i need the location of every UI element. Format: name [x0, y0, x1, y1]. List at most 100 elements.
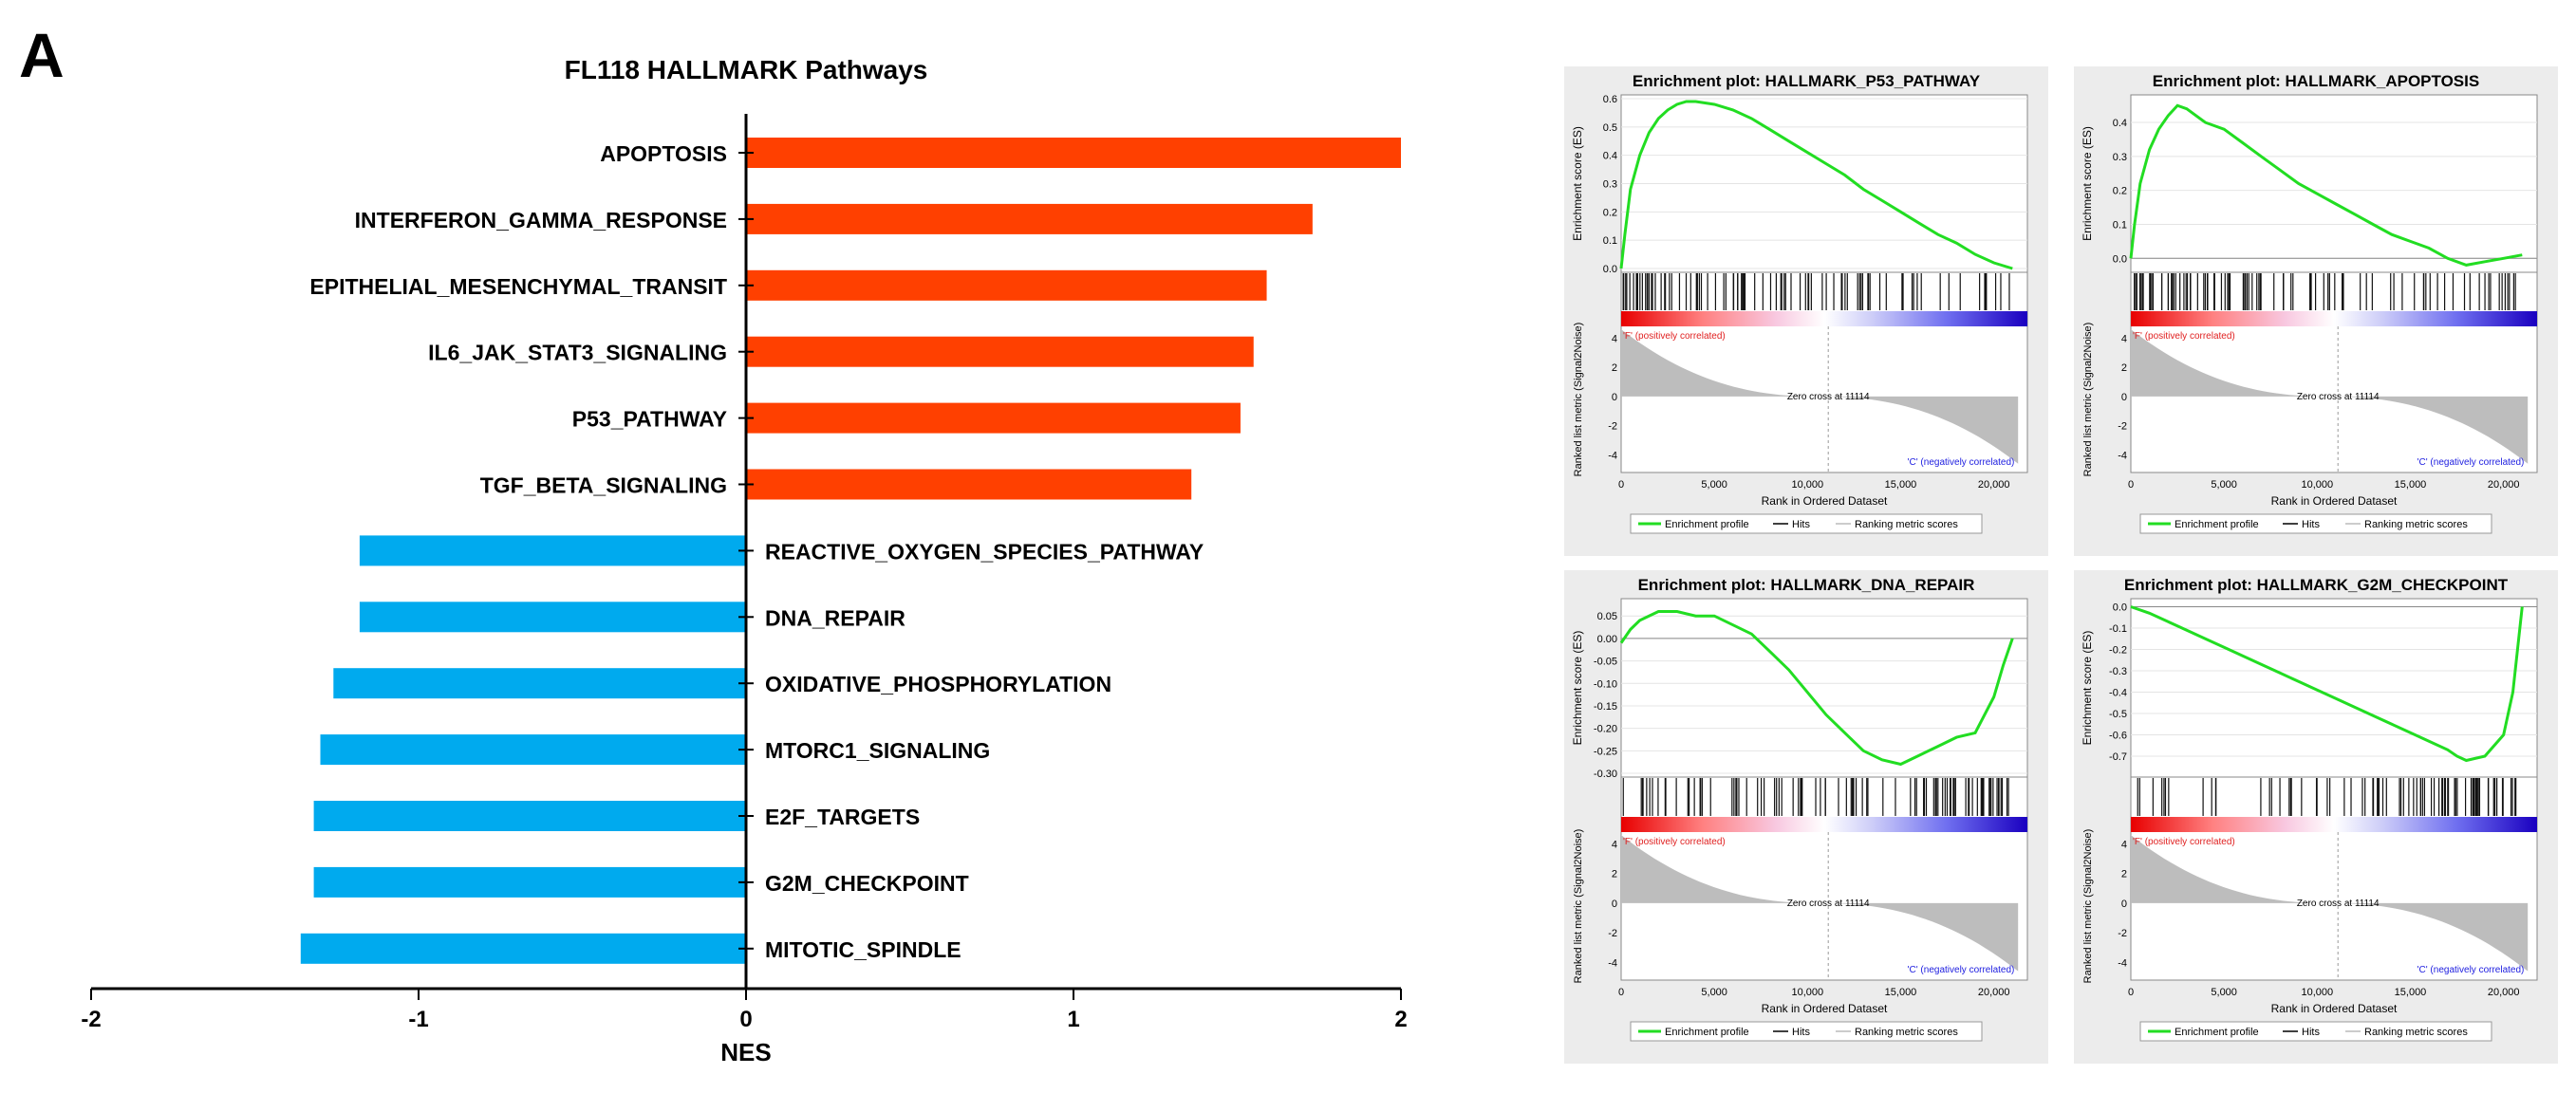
metric-axis-label: Ranked list metric (Signal2Noise) — [1573, 323, 1584, 477]
metric-tick-label: 2 — [2121, 362, 2127, 374]
legend-label: Ranking metric scores — [2364, 519, 2468, 530]
bar — [746, 402, 1241, 434]
negative-label: 'C' (negatively correlated) — [1908, 965, 2015, 975]
es-tick-label: -0.20 — [1594, 724, 1617, 735]
es-tick-label: 0.0 — [2113, 253, 2127, 265]
legend-label: Enrichment profile — [1665, 519, 1749, 530]
es-tick-label: 0.2 — [2113, 186, 2127, 197]
es-tick-label: 0.00 — [1597, 634, 1617, 645]
metric-tick-label: -4 — [2118, 957, 2127, 969]
bar — [300, 933, 746, 964]
bar — [333, 668, 746, 699]
es-axis-label: Enrichment score (ES) — [2081, 631, 2094, 746]
category-label: P53_PATHWAY — [572, 407, 727, 432]
x-tick-label: 5,000 — [2211, 987, 2237, 998]
es-tick-label: -0.15 — [1594, 701, 1617, 713]
es-tick-label: -0.3 — [2109, 666, 2127, 677]
category-label: MITOTIC_SPINDLE — [765, 937, 961, 962]
bar — [359, 602, 746, 633]
positive-label: 'F' (positively correlated) — [2133, 837, 2235, 847]
metric-tick-label: -4 — [1608, 451, 1617, 462]
metric-tick-label: -4 — [1608, 957, 1617, 969]
es-axis-label: Enrichment score (ES) — [1571, 126, 1584, 241]
category-label: TGF_BETA_SIGNALING — [480, 473, 727, 498]
metric-tick-label: 0 — [1612, 898, 1617, 910]
category-label: EPITHELIAL_MESENCHYMAL_TRANSIT — [309, 274, 727, 299]
metric-tick-label: 4 — [2121, 839, 2127, 850]
es-tick-label: 0.1 — [1603, 235, 1617, 247]
legend-label: Hits — [2302, 1027, 2320, 1038]
es-curve — [1619, 100, 2013, 270]
category-label: MTORC1_SIGNALING — [765, 738, 990, 763]
es-tick-label: -0.10 — [1594, 678, 1617, 690]
metric-tick-label: -2 — [2118, 421, 2127, 433]
legend-label: Enrichment profile — [2175, 519, 2259, 530]
rank-gradient-bar — [2131, 311, 2537, 326]
x-tick-label: 10,000 — [2302, 987, 2334, 998]
legend-box — [1630, 1021, 1983, 1042]
legend-label: Hits — [1792, 1027, 1810, 1038]
zero-cross-label: Zero cross at 11114 — [2297, 898, 2380, 909]
es-tick-label: -0.5 — [2109, 709, 2127, 720]
x-tick-label: 20,000 — [2488, 479, 2520, 491]
rank-gradient-bar — [2131, 817, 2537, 832]
legend-label: Enrichment profile — [1665, 1027, 1749, 1038]
legend-label: Ranking metric scores — [1855, 1027, 1958, 1038]
metric-tick-label: 4 — [1612, 333, 1617, 344]
x-tick-label: 0 — [1618, 987, 1624, 998]
legend-label: Hits — [2302, 519, 2320, 530]
x-tick-label: 0 — [2128, 987, 2134, 998]
legend-box — [1630, 513, 1983, 534]
legend-label: Enrichment profile — [2175, 1027, 2259, 1038]
bar — [313, 801, 746, 831]
x-tick-label: 20,000 — [1978, 479, 2010, 491]
x-tick-label: 5,000 — [1701, 479, 1727, 491]
x-axis-label: Rank in Ordered Dataset — [2271, 494, 2398, 508]
gsea-plot-apoptosis: Enrichment plot: HALLMARK_APOPTOSIS 0.4 0.… — [2081, 72, 2538, 534]
bar — [746, 336, 1254, 367]
metric-tick-label: -4 — [2118, 451, 2127, 462]
gsea-panel-apoptosis: Enrichment plot: HALLMARK_APOPTOSIS 0.4 0.… — [2074, 66, 2558, 556]
category-label: INTERFERON_GAMMA_RESPONSE — [355, 208, 727, 232]
x-tick-label: 0 — [2128, 479, 2134, 491]
bar — [746, 269, 1267, 301]
legend-box — [2139, 513, 2492, 534]
es-tick-label: 0.4 — [2113, 118, 2127, 129]
es-tick-label: 0.05 — [1597, 611, 1617, 622]
gsea-title: Enrichment plot: HALLMARK_DNA_REPAIR — [1638, 576, 1975, 594]
gsea-panel-g2m: Enrichment plot: HALLMARK_G2M_CHECKPOINT… — [2074, 570, 2558, 1064]
bar-chart-title: FL118 HALLMARK Pathways — [565, 55, 928, 84]
zero-cross-label: Zero cross at 11114 — [2297, 392, 2380, 402]
gsea-panel-dna-repair: Enrichment plot: HALLMARK_DNA_REPAIR 0.05… — [1564, 570, 2048, 1064]
panel-label: A — [19, 20, 65, 90]
es-axis-label: Enrichment score (ES) — [1571, 631, 1584, 746]
negative-label: 'C' (negatively correlated) — [2417, 965, 2525, 975]
es-curve — [2129, 103, 2523, 267]
x-tick-label: -1 — [408, 1007, 428, 1032]
metric-tick-label: 4 — [1612, 839, 1617, 850]
rank-gradient-bar — [1621, 311, 2027, 326]
legend-box — [2139, 1021, 2492, 1042]
ranking-metric-area — [2131, 835, 2529, 972]
category-label: OXIDATIVE_PHOSPHORYLATION — [765, 672, 1111, 696]
bar — [746, 469, 1192, 500]
metric-tick-label: 2 — [1612, 869, 1617, 880]
bar-chart-xlabel: NES — [720, 1038, 771, 1066]
es-tick-label: 0.0 — [2113, 602, 2127, 614]
x-tick-label: 10,000 — [1792, 987, 1824, 998]
x-tick-label: 15,000 — [1885, 987, 1917, 998]
bar — [746, 203, 1313, 234]
metric-axis-label: Ranked list metric (Signal2Noise) — [1573, 829, 1584, 984]
es-tick-label: 0.5 — [1603, 122, 1617, 134]
ranking-metric-area — [1621, 835, 2019, 972]
metric-tick-label: 2 — [1612, 362, 1617, 374]
x-tick-label: 0 — [739, 1007, 752, 1032]
es-axis-label: Enrichment score (ES) — [2081, 126, 2094, 241]
x-tick-label: 5,000 — [1701, 987, 1727, 998]
es-tick-label: -0.1 — [2109, 623, 2127, 635]
metric-tick-label: 4 — [2121, 333, 2127, 344]
bar — [320, 734, 746, 766]
gsea-title: Enrichment plot: HALLMARK_G2M_CHECKPOINT — [2124, 576, 2509, 594]
x-axis-label: Rank in Ordered Dataset — [2271, 1002, 2398, 1015]
gsea-panel-p53: Enrichment plot: HALLMARK_P53_PATHWAY 0.6… — [1564, 66, 2048, 556]
